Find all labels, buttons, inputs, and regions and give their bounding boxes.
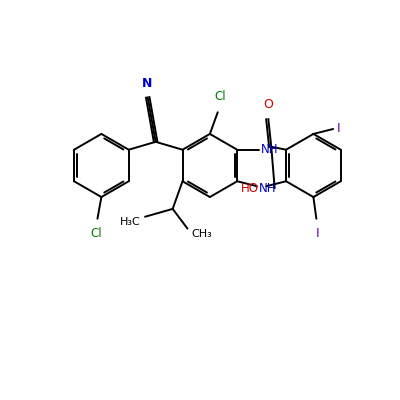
Text: NH: NH: [259, 182, 276, 195]
Text: HO: HO: [240, 182, 258, 195]
Text: Cl: Cl: [91, 227, 102, 240]
Text: N: N: [142, 76, 152, 90]
Text: NH: NH: [261, 143, 278, 156]
Text: O: O: [263, 98, 273, 111]
Text: H₃C: H₃C: [120, 217, 141, 227]
Text: I: I: [337, 122, 341, 134]
Text: CH₃: CH₃: [192, 228, 212, 238]
Text: Cl: Cl: [214, 90, 226, 103]
Text: I: I: [316, 227, 319, 240]
